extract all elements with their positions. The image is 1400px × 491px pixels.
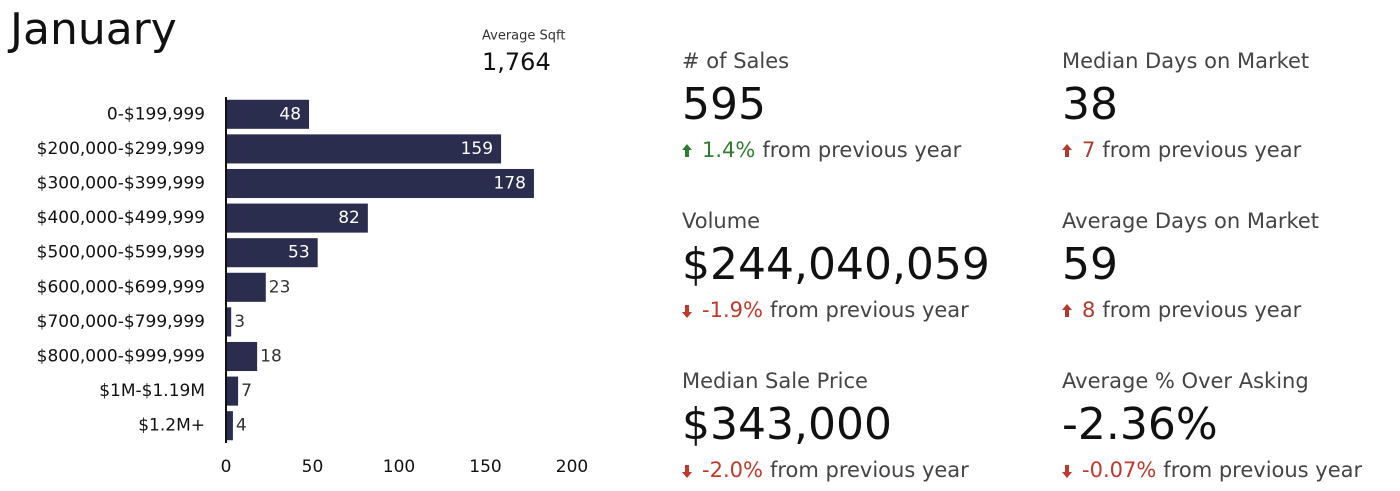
bar [226, 376, 239, 406]
kpi-value: $244,040,059 [682, 239, 990, 290]
stat-label: Average Sqft [482, 29, 565, 44]
bar [226, 134, 502, 164]
change-text: from previous year [1102, 298, 1301, 322]
kpi-change: -2.0% from previous year [702, 458, 969, 482]
category-label: $600,000-$699,999 [37, 277, 205, 297]
category-label: $400,000-$499,999 [37, 208, 205, 228]
category-label: $300,000-$399,999 [37, 174, 205, 194]
category-label: $200,000-$299,999 [37, 139, 205, 159]
change-text: from previous year [770, 458, 969, 482]
trend-arrow [682, 465, 692, 478]
kpi-change: 8 from previous year [1082, 298, 1302, 322]
change-value: -0.07% [1082, 458, 1156, 482]
trend-arrow [1062, 144, 1072, 157]
change-text: from previous year [1102, 138, 1301, 162]
bar [226, 238, 318, 268]
change-value: 7 [1082, 138, 1095, 162]
kpi-change: -1.9% from previous year [702, 298, 969, 322]
trend-arrow [682, 144, 692, 157]
kpi-value: -2.36% [1062, 399, 1218, 450]
kpi-label: Median Days on Market [1062, 49, 1309, 73]
x-tick-label: 0 [221, 457, 232, 477]
category-label: $800,000-$999,999 [37, 347, 205, 367]
trend-arrow [682, 305, 692, 318]
change-text: from previous year [762, 138, 961, 162]
category-label: 0-$199,999 [107, 104, 205, 124]
stat-value: 1,764 [482, 48, 551, 76]
kpi-label: Average Days on Market [1062, 209, 1319, 233]
bar [226, 99, 310, 129]
bar [226, 307, 232, 337]
change-value: 1.4% [702, 138, 755, 162]
change-text: from previous year [770, 298, 969, 322]
kpi-label: # of Sales [682, 49, 789, 73]
kpi-change: 7 from previous year [1082, 138, 1302, 162]
value-label: 3 [234, 312, 245, 332]
x-tick-label: 100 [383, 457, 415, 477]
trend-arrow [1062, 465, 1072, 478]
category-label: $1M-$1.19M [99, 381, 205, 401]
category-label: $500,000-$599,999 [37, 243, 205, 263]
value-label: 178 [493, 174, 525, 194]
change-value: -1.9% [702, 298, 763, 322]
value-label: 159 [461, 139, 493, 159]
kpi-change: -0.07% from previous year [1082, 458, 1363, 482]
x-tick-label: 50 [302, 457, 324, 477]
kpi-value: 38 [1062, 79, 1118, 130]
kpi-value: 59 [1062, 239, 1118, 290]
bar [226, 168, 534, 199]
value-label: 48 [279, 104, 301, 124]
x-tick-label: 150 [469, 457, 501, 477]
category-label: $700,000-$799,999 [37, 312, 205, 332]
kpi-label: Average % Over Asking [1062, 369, 1309, 393]
trend-arrow [1062, 304, 1072, 317]
value-label: 18 [260, 347, 282, 367]
value-label: 7 [241, 381, 252, 401]
value-label: 82 [338, 208, 360, 228]
bar [226, 203, 368, 233]
category-label: $1.2M+ [138, 416, 205, 436]
bar [226, 341, 258, 372]
kpi-value: $343,000 [682, 399, 892, 450]
bar [226, 272, 266, 302]
change-value: -2.0% [702, 458, 763, 482]
value-label: 4 [236, 416, 247, 436]
bar [226, 411, 233, 441]
value-label: 53 [288, 243, 310, 263]
page-title: January [7, 4, 177, 55]
kpi-value: 595 [682, 79, 766, 130]
kpi-change: 1.4% from previous year [702, 138, 962, 162]
change-value: 8 [1082, 298, 1095, 322]
kpi-label: Volume [682, 209, 760, 233]
change-text: from previous year [1163, 458, 1362, 482]
value-label: 23 [269, 277, 291, 297]
x-tick-label: 200 [556, 457, 588, 477]
kpi-label: Median Sale Price [682, 369, 868, 393]
